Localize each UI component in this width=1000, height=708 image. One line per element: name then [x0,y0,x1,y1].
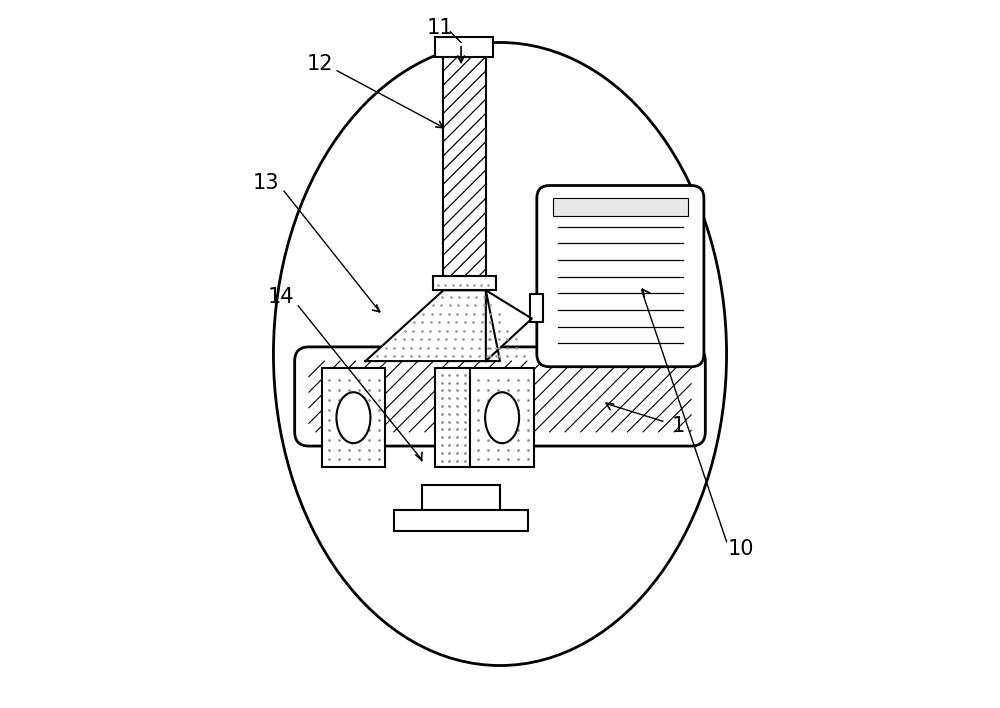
Bar [435,368,470,467]
Text: 14: 14 [267,287,294,307]
Ellipse shape [336,392,370,443]
Bar [394,510,528,531]
Text: 12: 12 [306,54,333,74]
Bar [433,276,496,290]
Polygon shape [486,290,532,361]
Bar [470,368,534,467]
Text: 1: 1 [672,416,685,436]
Bar [530,294,543,322]
FancyBboxPatch shape [537,185,704,367]
Text: 11: 11 [427,18,453,38]
FancyBboxPatch shape [295,347,705,446]
Bar [443,42,486,354]
Bar [322,368,385,467]
Text: 10: 10 [727,539,754,559]
Bar [435,37,493,57]
Bar [422,485,500,510]
Polygon shape [365,290,500,361]
Ellipse shape [485,392,519,443]
Bar [553,198,688,216]
Text: 13: 13 [253,173,280,193]
